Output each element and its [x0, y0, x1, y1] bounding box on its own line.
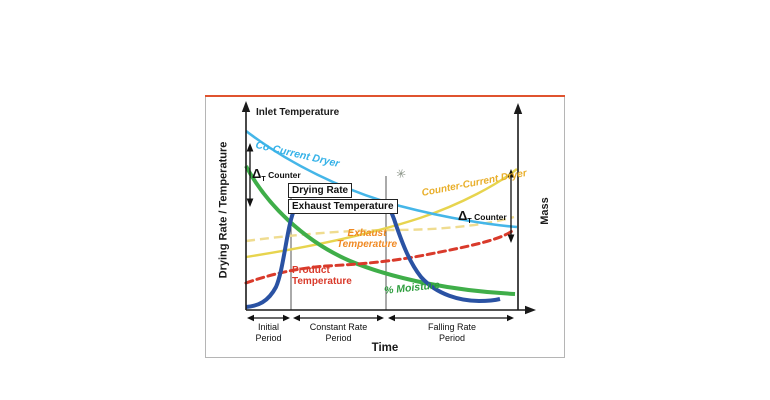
product-label-line2: Temperature	[292, 276, 352, 287]
delta-sub-t: T	[467, 217, 472, 225]
constant-rate-period-label: Constant Rate Period	[292, 322, 385, 343]
falling-span-left-icon	[388, 314, 395, 322]
exhaust-temperature-curve	[245, 215, 515, 243]
product-temperature-curve	[244, 229, 514, 285]
period-line2: Period	[255, 332, 282, 343]
delta-symbol: Δ	[252, 166, 262, 181]
inlet-temperature-label: Inlet Temperature	[256, 107, 340, 118]
initial-period-label: Initial Period	[246, 322, 291, 343]
exhaust-temperature-curve-label: Exhaust Temperature	[330, 228, 404, 250]
period-line1: Falling Rate	[427, 322, 477, 332]
delta-t-right-arrow-up-icon	[507, 169, 515, 178]
delta-symbol: Δ	[458, 208, 468, 223]
product-label-line1: Product	[292, 265, 330, 276]
initial-span-left-icon	[247, 314, 254, 322]
delta-sub-t: T	[261, 175, 266, 183]
period-line2: Period	[438, 332, 465, 343]
delta-t-left-arrow-up-icon	[246, 143, 254, 152]
time-axis-label: Time	[371, 342, 399, 354]
counter-current-dryer-curve	[245, 168, 518, 259]
delta-t-left-arrow-down-icon	[246, 198, 254, 207]
falling-rate-period-label: Falling Rate Period	[387, 322, 517, 343]
delta-t-right-arrow-down-icon	[507, 234, 515, 243]
delta-t-counter-left-label: ΔT Counter	[252, 166, 301, 183]
moisture-curve	[244, 165, 516, 296]
delta-counter-text: Counter	[474, 212, 507, 222]
mass-axis-label: Mass	[539, 197, 551, 225]
initial-span-right-icon	[283, 314, 290, 322]
delta-t-counter-right-label: ΔT Counter	[458, 208, 507, 225]
y-axis-arrow-icon	[241, 101, 251, 112]
delta-counter-text: Counter	[268, 170, 301, 180]
constant-span-left-icon	[293, 314, 300, 322]
constant-span-right-icon	[377, 314, 384, 322]
exhaust-temperature-boxed-label: Exhaust Temperature	[288, 199, 398, 214]
exhaust-label-line1: Exhaust	[347, 228, 387, 239]
exhaust-label-line2: Temperature	[336, 239, 398, 250]
falling-span-right-icon	[507, 314, 514, 322]
mass-axis-arrow-icon	[513, 103, 523, 114]
y-axis-label: Drying Rate / Temperature	[217, 141, 230, 279]
product-temperature-label: Product Temperature	[292, 265, 352, 287]
period-line1: Constant Rate	[309, 322, 368, 332]
drying-rate-label: Drying Rate	[288, 183, 353, 198]
x-axis-arrow-icon	[525, 305, 536, 315]
top-accent-rule	[205, 95, 565, 97]
period-line1: Initial	[257, 322, 279, 332]
period-line2: Period	[325, 332, 352, 343]
